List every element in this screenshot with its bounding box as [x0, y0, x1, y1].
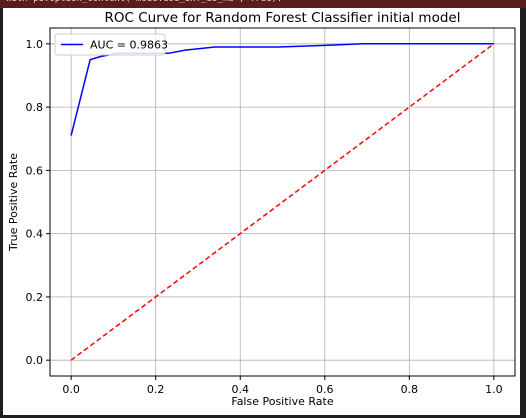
roc-chart: 0.0 0.2 0.4 0.6 0.8 1.0 0.0 0.2 0.4 0.6 0.8 1.0 ROC…: [7, 10, 516, 408]
y-tick-label: 0.4: [26, 228, 44, 241]
legend-box: [54, 33, 166, 56]
roc-curve-line: [70, 43, 494, 136]
x-tick-label: 0.2: [147, 383, 165, 396]
notebook-code-strip: with pd.option_context('mode.use_inf_as_…: [0, 0, 526, 8]
x-tick-label: 1.0: [485, 383, 503, 396]
y-tick-label: 0.8: [26, 101, 44, 114]
diagonal-reference-line: [70, 43, 495, 361]
x-tick-label: 0.6: [316, 383, 334, 396]
y-tick-label: 0.6: [26, 164, 44, 177]
y-tick-label: 1.0: [26, 38, 44, 51]
figure-canvas: 0.0 0.2 0.4 0.6 0.8 1.0 0.0 0.2 0.4 0.6 0.8 1.0 ROC…: [3, 8, 520, 415]
legend: AUC = 0.9863: [54, 33, 168, 56]
plot-area-border: [49, 27, 516, 377]
legend-label-auc: AUC = 0.9863: [90, 39, 168, 52]
x-tick-label: 0.4: [231, 383, 249, 396]
y-tick-label: 0.0: [26, 354, 44, 367]
axis-ticks: 0.0 0.2 0.4 0.6 0.8 1.0 0.0 0.2 0.4 0.6 0.8 1.0: [26, 38, 503, 396]
x-axis-title: False Positive Rate: [231, 395, 333, 408]
chart-title: ROC Curve for Random Forest Classifier i…: [105, 10, 461, 26]
code-snippet-text: with pd.option_context('mode.use_inf_as_…: [6, 0, 282, 4]
series-lines: [70, 43, 495, 361]
y-axis-title: True Positive Rate: [7, 153, 20, 252]
x-tick-label: 0.0: [62, 383, 80, 396]
y-tick-label: 0.2: [26, 291, 44, 304]
x-tick-label: 0.8: [401, 383, 419, 396]
